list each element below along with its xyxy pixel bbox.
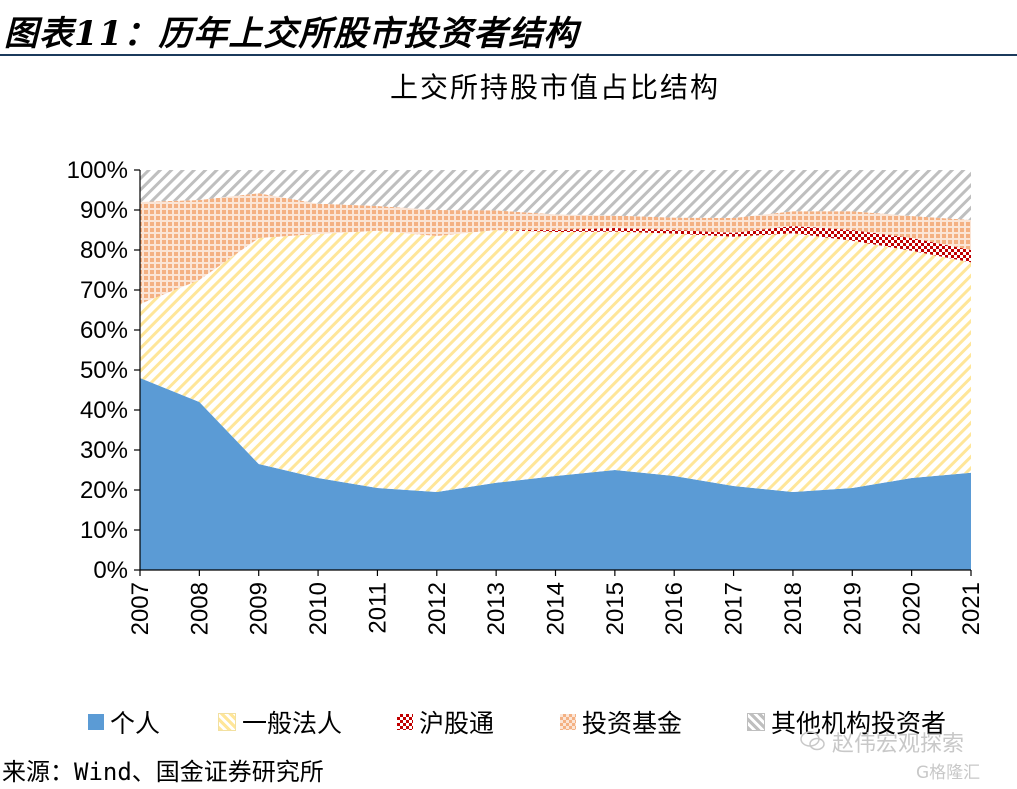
y-tick-label: 0% [93,557,128,584]
y-tick-label: 80% [80,237,128,264]
legend-item-1: 一般法人 [218,704,342,740]
figure-title: 图表11：历年上交所股市投资者结构 [4,14,579,54]
area-series-4 [140,170,971,220]
legend-item-3: 投资基金 [560,704,682,740]
watermark-logo: G格隆汇 [916,763,981,783]
chart-title: 上交所持股市值占比结构 [389,71,720,104]
x-tick-label: 2008 [186,582,213,635]
x-tick-label: 2015 [602,582,629,635]
area-series-0 [140,378,971,570]
y-tick-label: 90% [80,197,128,224]
legend: 个人 一般法人 沪股通 投资基金 其他机构投资者 [0,704,1017,738]
legend-label: 沪股通 [419,709,495,738]
y-tick-label: 20% [80,477,128,504]
legend-swatch [218,713,236,731]
x-tick-label: 2012 [424,582,451,635]
figure-header: 图表11：历年上交所股市投资者结构 [0,0,1017,58]
legend-label: 其他机构投资者 [771,709,947,738]
legend-swatch [88,714,104,730]
y-tick-label: 70% [80,277,128,304]
x-tick-label: 2017 [721,582,748,635]
legend-item-0: 个人 [88,704,160,740]
legend-label: 投资基金 [582,709,683,738]
x-tick-label: 2009 [246,582,273,635]
axes: 0% 10% 20% 30% 40% 50% 60% 70% 80% 90% 100% 2007 200… [67,157,985,635]
y-tick-label: 30% [80,437,128,464]
legend-item-4: 其他机构投资者 [747,704,946,740]
header-rule [0,54,1017,56]
legend-swatch [560,714,576,730]
y-tick-label: 60% [80,317,128,344]
x-tick-label: 2016 [661,582,688,635]
x-tick-label: 2018 [780,582,807,635]
x-tick-label: 2021 [958,582,985,635]
y-tick-label: 100% [67,157,128,184]
y-tick-label: 40% [80,397,128,424]
wechat-icon [800,731,825,751]
y-tick-label: 10% [80,517,128,544]
area-series-1 [140,230,971,492]
legend-label: 一般法人 [242,709,343,738]
x-tick-label: 2010 [305,582,332,635]
y-tick-label: 50% [80,357,128,384]
watermark-text: 赵伟宏观探索 [832,732,965,757]
x-tick-label: 2007 [127,582,154,635]
area-series-3 [140,193,971,304]
legend-swatch [397,714,413,730]
x-tick-label: 2011 [364,582,391,634]
legend-label: 个人 [110,709,161,738]
legend-item-2: 沪股通 [397,704,494,740]
source-note: 来源：Wind、国金证券研究所 [2,758,324,786]
watermark: 赵伟宏观探索 G格隆汇 [800,726,1010,783]
legend-swatch [747,713,765,731]
x-tick-label: 2013 [483,582,510,635]
area-layers [140,170,971,570]
x-tick-label: 2020 [899,582,926,635]
x-tick-label: 2014 [543,582,570,635]
x-tick-label: 2019 [839,582,866,635]
